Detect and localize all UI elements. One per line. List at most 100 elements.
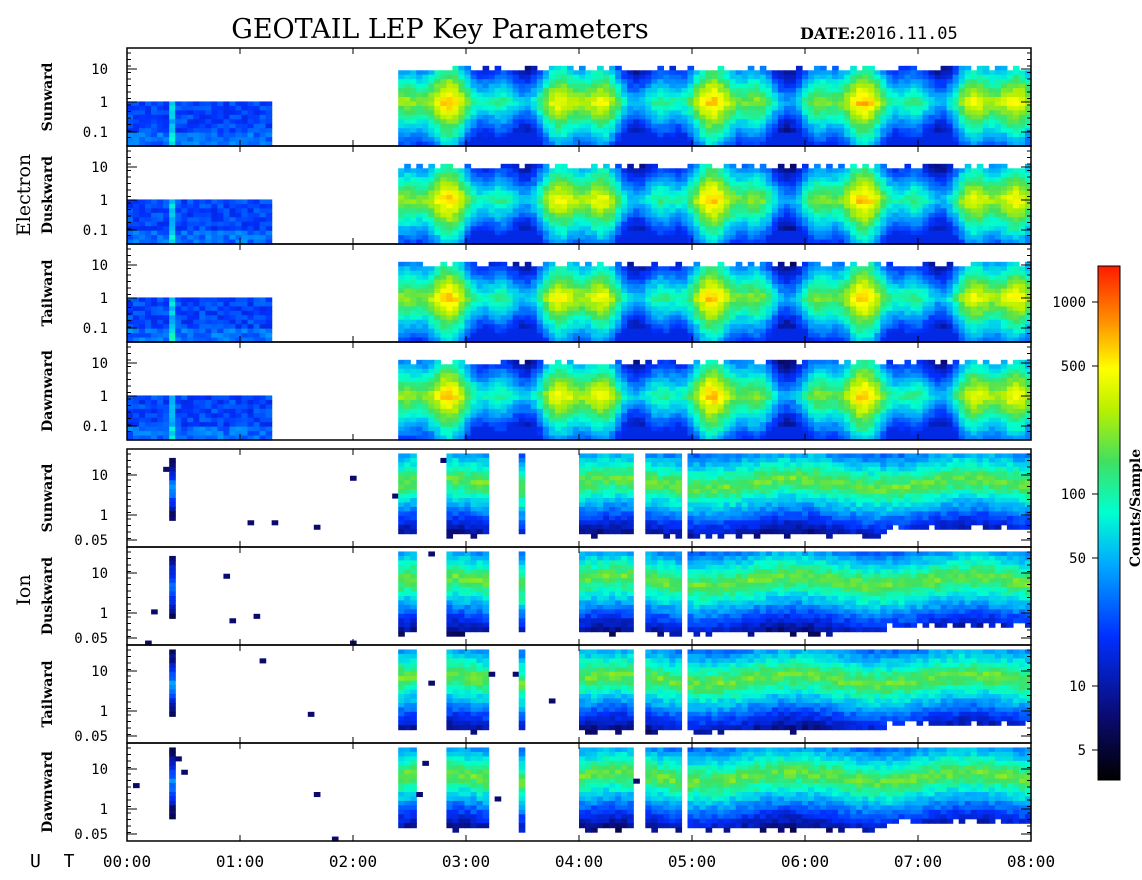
- spectrogram-cell: [223, 101, 231, 107]
- spectrogram-cell: [765, 105, 773, 111]
- spectrogram-cell: [940, 177, 948, 183]
- spectrogram-cell: [958, 105, 966, 111]
- spectrogram-cell: [585, 105, 592, 111]
- spectrogram-cell: [410, 114, 417, 120]
- spectrogram-cell: [512, 101, 520, 107]
- spectrogram-cell: [681, 199, 689, 205]
- spectrogram-cell: [892, 128, 900, 134]
- spectrogram-cell: [530, 141, 538, 147]
- spectrogram-cell: [874, 105, 881, 111]
- spectrogram-cell: [958, 141, 966, 147]
- spectrogram-cell: [446, 212, 454, 218]
- spectrogram-cell: [675, 79, 683, 85]
- spectrogram-cell: [542, 110, 550, 116]
- spectrogram-cell: [572, 333, 580, 339]
- spectrogram-cell: [597, 114, 604, 120]
- spectrogram-cell: [205, 230, 212, 236]
- spectrogram-cell: [759, 208, 767, 214]
- spectrogram-cell: [868, 203, 875, 209]
- spectrogram-cell: [579, 208, 586, 214]
- spectrogram-cell: [591, 181, 598, 187]
- spectrogram-cell: [801, 79, 809, 85]
- spectrogram-cell: [964, 92, 972, 98]
- spectrogram-cell: [187, 239, 194, 245]
- spectrogram-cell: [494, 208, 502, 214]
- spectrogram-cell: [958, 217, 966, 223]
- spectrogram-cell: [211, 239, 218, 245]
- spectrogram-cell: [711, 221, 719, 227]
- spectrogram-cell: [976, 137, 984, 143]
- spectrogram-cell: [585, 172, 592, 178]
- spectrogram-cell: [554, 119, 562, 125]
- spectrogram-cell: [808, 92, 815, 98]
- spectrogram-cell: [223, 306, 231, 312]
- spectrogram-cell: [542, 293, 550, 299]
- spectrogram-cell: [259, 301, 267, 307]
- spectrogram-cell: [241, 203, 249, 209]
- spectrogram-cell: [621, 74, 628, 80]
- spectrogram-cell: [880, 101, 887, 107]
- spectrogram-cell: [777, 92, 785, 98]
- spectrogram-cell: [175, 132, 182, 138]
- spectrogram-cell: [127, 333, 134, 339]
- spectrogram-cell: [428, 163, 435, 169]
- spectrogram-cell: [820, 195, 827, 201]
- spectrogram-cell: [615, 132, 622, 138]
- spectrogram-cell: [591, 221, 598, 227]
- spectrogram-cell: [958, 83, 966, 89]
- spectrogram-cell: [735, 199, 743, 205]
- spectrogram-cell: [783, 141, 791, 147]
- spectrogram-cell: [506, 141, 514, 147]
- spectrogram-cell: [916, 88, 924, 94]
- spectrogram-cell: [609, 114, 616, 120]
- spectrogram-cell: [572, 101, 580, 107]
- spectrogram-cell: [422, 172, 429, 178]
- spectrogram-cell: [548, 137, 556, 143]
- spectrogram-cell: [777, 88, 785, 94]
- spectrogram-cell: [452, 101, 460, 107]
- spectrogram-cell: [265, 235, 273, 241]
- spectrogram-cell: [1024, 212, 1032, 218]
- spectrogram-cell: [506, 195, 514, 201]
- spectrogram-cell: [585, 110, 592, 116]
- spectrogram-cell: [964, 212, 972, 218]
- spectrogram-cell: [970, 123, 978, 129]
- spectrogram-cell: [211, 114, 218, 120]
- spectrogram-cell: [452, 266, 460, 272]
- spectrogram-cell: [729, 195, 737, 201]
- spectrogram-cell: [801, 110, 809, 116]
- spectrogram-cell: [765, 208, 773, 214]
- spectrogram-cell: [464, 324, 472, 330]
- spectrogram-cell: [789, 163, 797, 169]
- spectrogram-cell: [127, 137, 134, 143]
- spectrogram-cell: [844, 177, 851, 183]
- spectrogram-cell: [621, 141, 628, 147]
- spectrogram-cell: [844, 132, 851, 138]
- spectrogram-cell: [157, 306, 164, 312]
- spectrogram-cell: [826, 181, 833, 187]
- spectrogram-cell: [832, 195, 839, 201]
- spectrogram-cell: [735, 212, 743, 218]
- spectrogram-cell: [633, 123, 640, 129]
- spectrogram-cell: [597, 83, 604, 89]
- spectrogram-cell: [512, 123, 520, 129]
- spectrogram-cell: [645, 217, 652, 223]
- spectrogram-cell: [494, 92, 502, 98]
- spectrogram-cell: [470, 310, 478, 316]
- spectrogram-cell: [536, 110, 544, 116]
- spectrogram-cell: [669, 110, 677, 116]
- spectrogram-cell: [687, 199, 695, 205]
- spectrogram-cell: [747, 208, 755, 214]
- spectrogram-cell: [976, 226, 984, 232]
- spectrogram-cell: [259, 128, 267, 134]
- spectrogram-cell: [1012, 190, 1020, 196]
- spectrogram-cell: [639, 199, 646, 205]
- spectrogram-cell: [868, 235, 875, 241]
- spectrogram-cell: [175, 203, 182, 209]
- spectrogram-cell: [862, 195, 869, 201]
- spectrogram-cell: [542, 132, 550, 138]
- spectrogram-cell: [127, 337, 134, 343]
- spectrogram-cell: [621, 128, 628, 134]
- spectrogram-cell: [199, 217, 206, 223]
